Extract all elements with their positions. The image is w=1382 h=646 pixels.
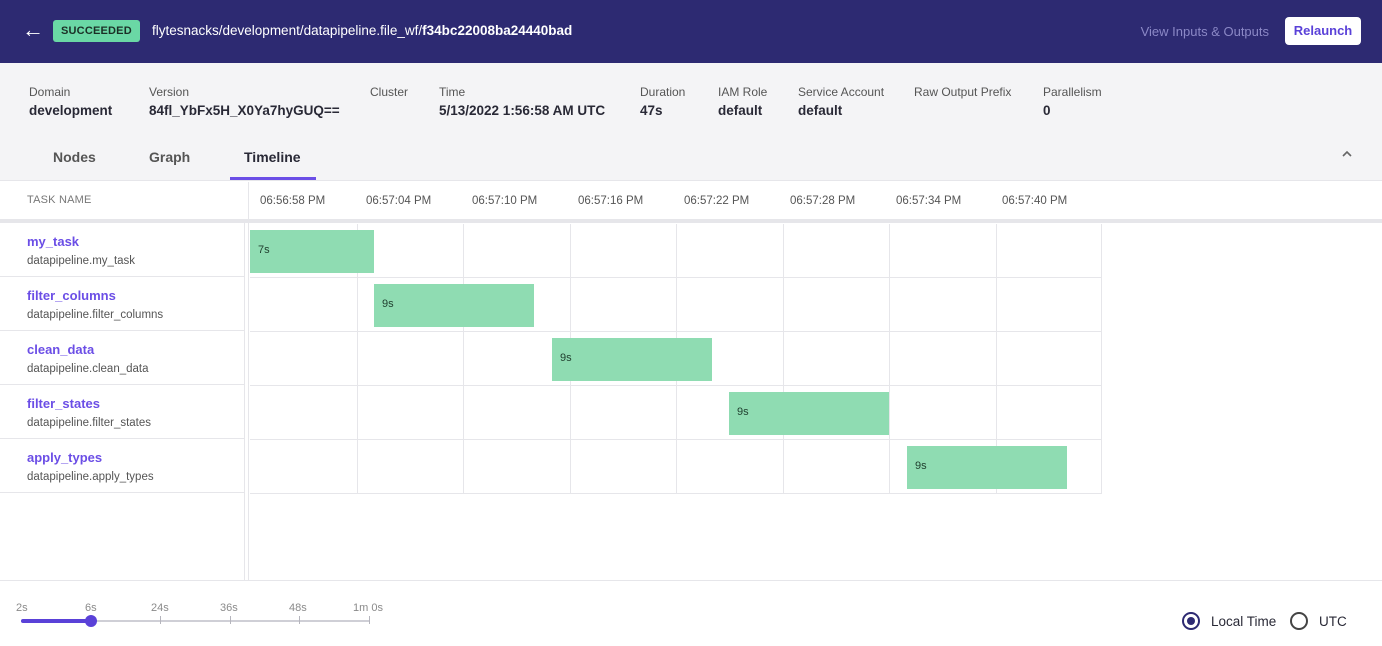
zoom-level-label: 6s (85, 602, 97, 614)
task-duration-bar[interactable]: 9s (907, 446, 1067, 489)
top-bar: ← SUCCEEDED flytesnacks/development/data… (0, 0, 1382, 63)
execution-path-prefix: flytesnacks/development/datapipeline.fil… (152, 23, 423, 38)
time-tick-label: 06:57:16 PM (578, 195, 644, 207)
zoom-slider-track[interactable] (21, 620, 370, 622)
time-tick-label: 06:57:10 PM (472, 195, 538, 207)
task-row: clean_data datapipeline.clean_data (0, 331, 245, 385)
meta-duration: Duration 47s (640, 85, 686, 118)
task-duration-bar[interactable]: 9s (374, 284, 534, 327)
task-row: filter_columns datapipeline.filter_colum… (0, 277, 245, 331)
grid-vertical-line (1101, 224, 1102, 494)
tab-graph[interactable]: Graph (149, 149, 191, 165)
task-fullname: datapipeline.apply_types (27, 471, 154, 483)
zoom-slider-fill (21, 619, 91, 623)
view-inputs-outputs-link[interactable]: View Inputs & Outputs (1140, 24, 1269, 39)
meta-time: Time 5/13/2022 1:56:58 AM UTC (439, 85, 606, 118)
task-name-link[interactable]: filter_states (27, 396, 100, 411)
meta-parallelism: Parallelism 0 (1043, 85, 1102, 118)
timeline-header: TASK NAME 06:56:58 PM 06:57:04 PM 06:57:… (0, 182, 1382, 220)
task-name-link[interactable]: filter_columns (27, 288, 116, 303)
relaunch-button[interactable]: Relaunch (1285, 17, 1361, 45)
zoom-level-label: 2s (16, 602, 28, 614)
meta-iam-role: IAM Role default (718, 85, 768, 118)
time-tick-label: 06:57:04 PM (366, 195, 432, 207)
execution-metadata: Domain development Version 84fl_YbFx5H_X… (0, 63, 1382, 181)
zoom-level-label: 36s (220, 602, 238, 614)
time-tick-label: 06:57:28 PM (790, 195, 856, 207)
meta-cluster: Cluster (370, 85, 409, 99)
time-tick-label: 06:57:40 PM (1002, 195, 1068, 207)
grid-vertical-line (996, 224, 997, 494)
grid-row-line (250, 331, 1102, 332)
grid-row-line (250, 277, 1102, 278)
task-duration-label: 9s (382, 298, 394, 310)
task-name-link[interactable]: apply_types (27, 450, 103, 465)
column-divider (248, 182, 249, 580)
task-name-link[interactable]: clean_data (27, 342, 95, 357)
zoom-level-label: 24s (151, 602, 169, 614)
zoom-tick-mark (299, 616, 300, 624)
tab-timeline[interactable]: Timeline (244, 149, 301, 165)
task-name-header: TASK NAME (27, 194, 92, 206)
zoom-level-label: 1m 0s (353, 602, 383, 614)
meta-raw-output-prefix: Raw Output Prefix (914, 85, 1012, 99)
zoom-tick-mark (230, 616, 231, 624)
task-fullname: datapipeline.filter_columns (27, 309, 164, 321)
header-divider (0, 219, 1382, 223)
meta-domain: Domain development (29, 85, 113, 118)
utc-radio[interactable] (1290, 612, 1308, 630)
execution-path: flytesnacks/development/datapipeline.fil… (152, 23, 572, 38)
grid-vertical-line (463, 224, 464, 494)
time-tick-label: 06:57:22 PM (684, 195, 750, 207)
task-duration-bar[interactable]: 9s (552, 338, 712, 381)
tab-nodes[interactable]: Nodes (53, 149, 96, 165)
task-name-link[interactable]: my_task (27, 234, 80, 249)
zoom-tick-mark (369, 616, 370, 624)
task-fullname: datapipeline.filter_states (27, 417, 152, 429)
task-duration-bar[interactable]: 7s (250, 230, 374, 273)
task-fullname: datapipeline.clean_data (27, 363, 149, 375)
task-fullname: datapipeline.my_task (27, 255, 136, 267)
task-row: my_task datapipeline.my_task (0, 223, 245, 277)
local-time-radio[interactable] (1182, 612, 1200, 630)
grid-vertical-line (783, 224, 784, 494)
task-row: filter_states datapipeline.filter_states (0, 385, 245, 439)
task-duration-label: 9s (915, 460, 927, 472)
active-tab-indicator (230, 177, 316, 180)
execution-id: f34bc22008ba24440bad (422, 23, 573, 38)
task-list: my_task datapipeline.my_task filter_colu… (0, 223, 245, 580)
grid-row-line (250, 385, 1102, 386)
timeline-grid: 7s 9s 9s 9s 9s (250, 224, 1102, 494)
meta-version: Version 84fl_YbFx5H_X0Ya7hyGUQ== (149, 85, 340, 118)
local-time-label[interactable]: Local Time (1211, 614, 1277, 629)
time-tick-label: 06:56:58 PM (260, 195, 326, 207)
timeline-footer: 2s 6s 24s 36s 48s 1m 0s Local Time UTC (0, 580, 1382, 646)
chevron-up-icon[interactable] (1338, 147, 1356, 165)
task-duration-label: 7s (258, 244, 270, 256)
grid-row-line (250, 493, 1102, 494)
meta-service-account: Service Account default (798, 85, 885, 118)
zoom-tick-mark (160, 616, 161, 624)
zoom-slider-thumb[interactable] (85, 615, 97, 627)
zoom-level-label: 48s (289, 602, 307, 614)
task-duration-label: 9s (560, 352, 572, 364)
status-badge: SUCCEEDED (53, 20, 140, 42)
grid-vertical-line (889, 224, 890, 494)
task-duration-bar[interactable]: 9s (729, 392, 889, 435)
back-arrow-icon[interactable]: ← (22, 17, 44, 42)
task-row: apply_types datapipeline.apply_types (0, 439, 245, 493)
task-duration-label: 9s (737, 406, 749, 418)
grid-vertical-line (357, 224, 358, 494)
utc-label[interactable]: UTC (1319, 614, 1347, 629)
time-tick-label: 06:57:34 PM (896, 195, 962, 207)
grid-row-line (250, 439, 1102, 440)
